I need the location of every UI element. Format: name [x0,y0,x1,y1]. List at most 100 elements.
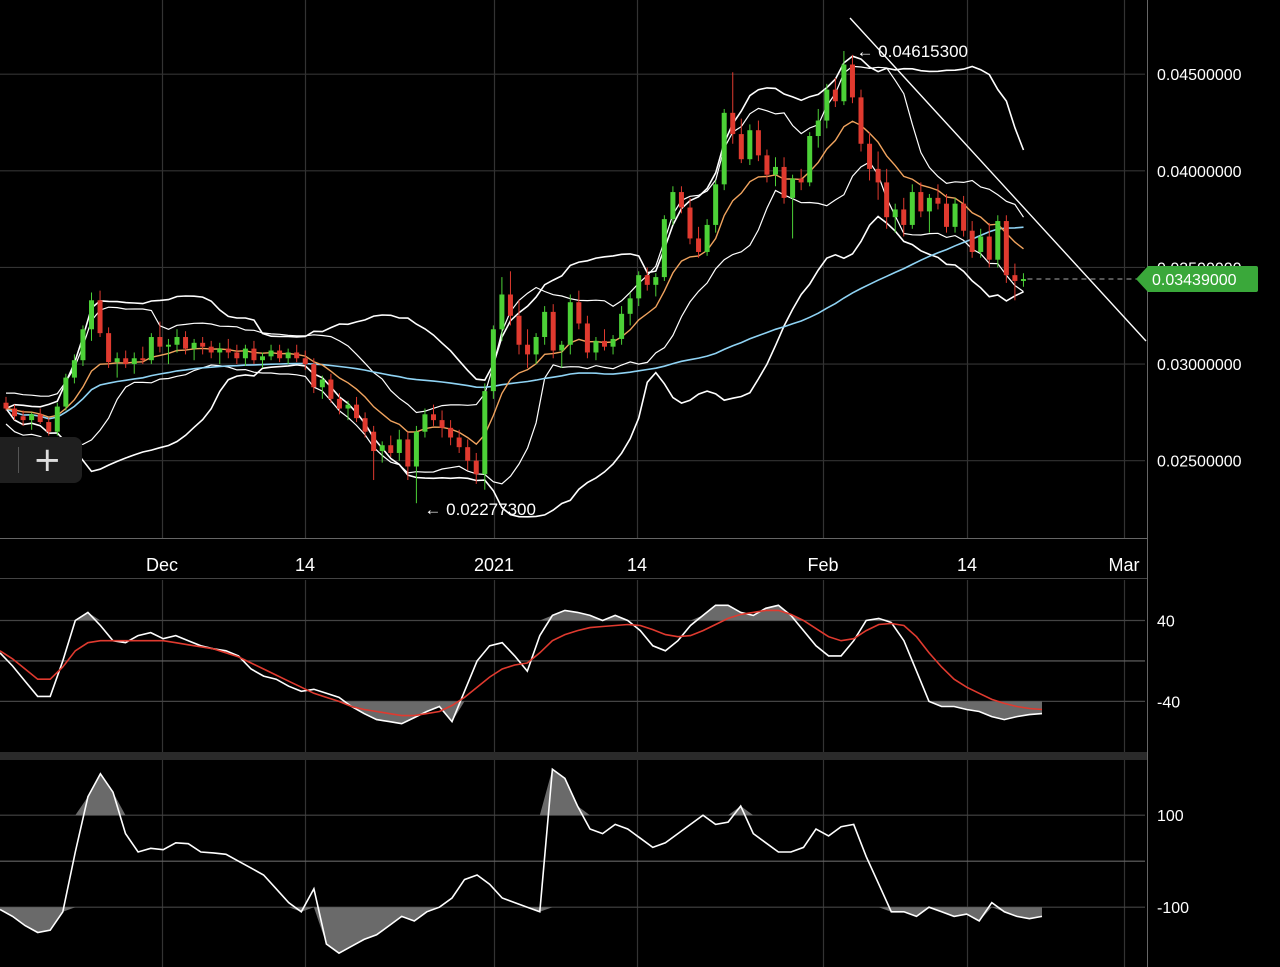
candle-body [328,379,334,399]
bollinger-upper-band [5,55,1025,410]
osc2-y-tick: 100 [1157,808,1184,825]
candle-body [336,398,342,409]
osc1-y-tick: 40 [1157,613,1175,630]
candle-body [29,414,35,421]
candle-body [636,275,642,299]
candle-body [798,178,804,183]
panel-separator [0,752,1148,760]
candle-body [995,221,1001,260]
bollinger-lower-band [5,215,1024,518]
candle-body [849,64,855,98]
candle-body [533,337,539,355]
candle-body [490,329,496,392]
candle-body [730,112,736,135]
candle-body [174,337,180,345]
candle-body [97,300,103,334]
osc2-oversold-fill [0,907,1042,954]
y-tick-label: 0.03000000 [1157,357,1242,374]
x-tick-label: 14 [627,555,647,575]
candle-body [986,236,992,260]
candle-body [191,342,197,349]
candle-body [567,302,573,345]
candle-body [260,356,265,361]
candle-body [670,192,676,220]
candle-body [550,311,556,351]
candle-body [294,352,300,359]
candle-body [345,404,351,409]
fast-moving-average [5,120,1024,446]
candle-body [277,350,283,359]
candle-body [944,203,949,227]
candle-body [516,315,522,345]
candle-body [354,404,360,419]
candle-body [431,414,436,421]
candle-body [525,344,531,355]
candle-body [217,348,223,353]
candle-body [148,337,154,361]
candle-body [755,130,761,156]
candle-body [824,89,830,121]
candle-body [89,300,94,330]
osc1-signal-line [0,609,1043,717]
candle-body [644,275,650,285]
candle-body [1012,275,1018,281]
candle-body [439,420,445,428]
candle-body [773,166,778,175]
candle-body [687,207,693,239]
candle-body [841,64,847,102]
x-tick-label: Feb [807,555,838,575]
last-price-badge [1136,266,1258,293]
candle-body [918,192,924,212]
candle-body [747,130,753,160]
osc1-overbought-fill [0,605,1042,621]
candle-body [696,238,702,252]
candle-body [362,418,368,432]
candle-body [183,337,189,349]
candle-body [268,350,274,357]
candle-body [661,219,667,278]
candle-body [131,358,137,365]
candle-body [926,197,932,212]
candle-body [413,431,419,467]
candle-body [781,166,787,198]
candle-body [935,197,941,204]
candle-body [422,414,428,432]
high-annotation: ← 0.04615300 [856,42,968,61]
candle-body [80,329,86,361]
x-tick-label: 14 [295,555,315,575]
candle-body [542,311,548,338]
low-annotation: ← 0.02277300 [424,500,536,519]
candle-body [507,294,513,316]
candle-body [473,460,479,475]
candle-body [952,203,958,227]
slow-moving-average [5,226,1024,420]
x-tick-label: 2021 [474,555,514,575]
candle-body [978,236,984,252]
candle-body [251,348,257,361]
candle-body [576,302,582,324]
candle-body [884,182,890,218]
candle-body [892,209,898,218]
candle-body [790,178,796,198]
plus-icon[interactable]: + [33,440,62,480]
candle-body [738,134,744,160]
candle-body [20,416,26,421]
candle-body [499,294,505,330]
zoom-control[interactable]: + [0,437,82,483]
candle-body [619,313,625,339]
candle-body [311,364,317,388]
candle-body [242,348,248,359]
candle-body [764,155,770,175]
candle-body [815,120,821,137]
candle-body [969,230,975,252]
candle-body [12,408,18,417]
x-tick-label: Mar [1109,555,1140,575]
y-tick-label: 0.04500000 [1157,67,1242,84]
candle-body [867,143,873,169]
candle-body [610,338,616,347]
candle-body [106,333,112,363]
candle-body [208,346,214,353]
candle-body [3,402,9,409]
candle-body [157,337,163,347]
candle-body [1003,221,1009,276]
